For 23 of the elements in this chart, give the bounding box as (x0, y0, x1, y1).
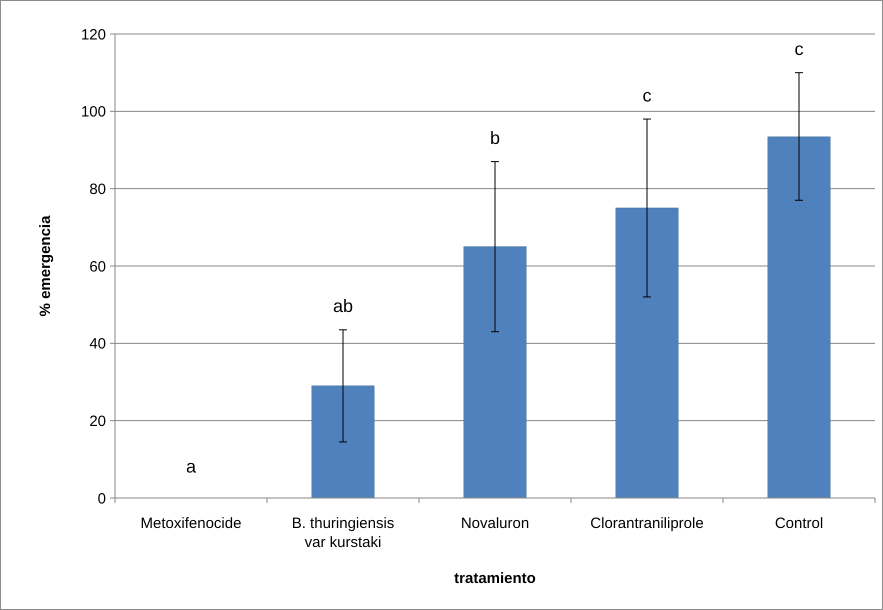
annotation: b (490, 128, 500, 148)
y-tick-label: 20 (89, 412, 106, 430)
x-axis-title: tratamiento (454, 570, 536, 587)
y-tick-label: 80 (89, 180, 106, 198)
bar (464, 246, 526, 498)
y-tick-label: 100 (80, 104, 106, 121)
bar (768, 136, 830, 498)
y-tick-label: 120 (80, 26, 106, 44)
x-tick-label: B. thuringiensis var kurstaki (292, 515, 394, 551)
bar (616, 208, 678, 498)
y-axis-title: % emergencia (37, 214, 54, 316)
y-tick-label: 60 (89, 258, 106, 276)
annotation: c (794, 38, 804, 59)
x-tick-label: Control (774, 515, 824, 532)
x-tick-label: Novaluron (460, 515, 530, 532)
annotation: c (642, 85, 652, 106)
x-tick-label: Metoxifenocide (140, 515, 242, 532)
y-tick-label: 40 (89, 336, 106, 353)
annotation: ab (332, 296, 354, 316)
y-tick-label: 0 (98, 490, 106, 508)
x-tick-label: Clorantraniliprole (590, 515, 704, 532)
bar (312, 386, 374, 498)
annotation: a (186, 456, 197, 476)
